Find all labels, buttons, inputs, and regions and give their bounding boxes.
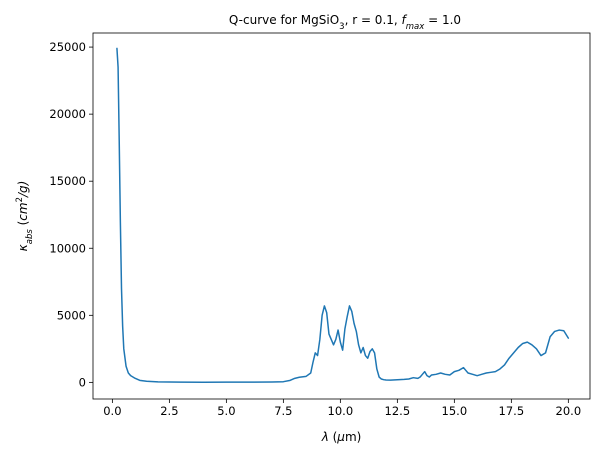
x-tick-label: 5.0 xyxy=(217,404,235,418)
x-tick-label: 0.0 xyxy=(103,404,121,418)
x-tick-label: 2.5 xyxy=(160,404,178,418)
x-axis-label: λ (μm) xyxy=(321,430,362,444)
x-tick-label: 15.0 xyxy=(442,404,468,418)
y-tick-label: 5000 xyxy=(57,308,86,322)
y-axis-label: κabs (cm2/g) xyxy=(15,181,35,252)
chart-title: Q-curve for MgSiO3, r = 0.1, fmax = 1.0 xyxy=(229,13,461,32)
y-tick-label: 20000 xyxy=(49,107,86,121)
x-tick-label: 7.5 xyxy=(274,404,292,418)
x-axis-ticks: 0.0 2.5 5.0 7.5 10.0 12.5 15.0 17.5 20.0 xyxy=(103,399,581,418)
x-tick-label: 12.5 xyxy=(385,404,411,418)
x-tick-label: 17.5 xyxy=(499,404,525,418)
y-tick-label: 10000 xyxy=(49,241,86,255)
x-tick-label: 10.0 xyxy=(328,404,354,418)
series-line-kabs xyxy=(116,47,570,383)
y-tick-label: 25000 xyxy=(49,40,86,54)
x-tick-label: 20.0 xyxy=(556,404,582,418)
y-axis-ticks: 0 5000 10000 15000 20000 25000 xyxy=(49,40,93,389)
y-tick-label: 15000 xyxy=(49,174,86,188)
plot-frame xyxy=(92,32,591,400)
y-tick-label: 0 xyxy=(79,375,86,389)
